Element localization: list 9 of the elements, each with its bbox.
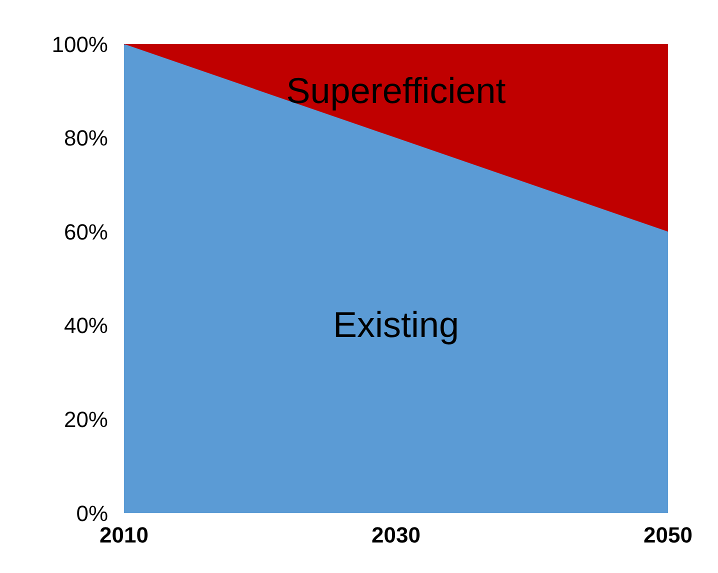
y-tick-label: 40% bbox=[64, 313, 108, 338]
series-label: Superefficient bbox=[286, 70, 506, 112]
x-tick-label: 2030 bbox=[372, 522, 420, 548]
y-tick-label: 20% bbox=[64, 407, 108, 432]
x-tick-label: 2050 bbox=[644, 522, 692, 548]
y-tick-label: 60% bbox=[64, 219, 108, 244]
y-tick-label: 100% bbox=[52, 32, 108, 57]
y-tick-label: 80% bbox=[64, 126, 108, 151]
series-label: Existing bbox=[332, 304, 460, 346]
